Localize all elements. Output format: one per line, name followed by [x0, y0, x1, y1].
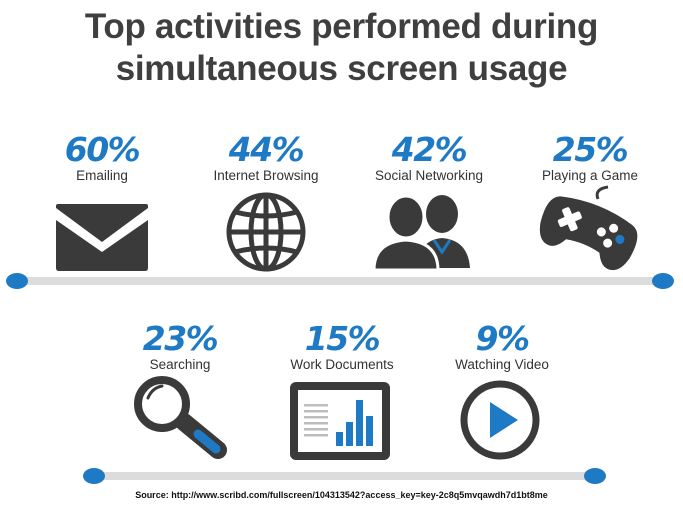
stat-playing-a-game: 25% Playing a Game	[505, 132, 675, 184]
timeline-cap-top-left	[6, 273, 28, 289]
source-citation: Source: http://www.scribd.com/fullscreen…	[135, 490, 548, 500]
stat-internet-browsing: 44% Internet Browsing	[181, 132, 351, 184]
stat-label: Work Documents	[290, 357, 394, 372]
magnifier-icon	[134, 376, 227, 459]
people-icon	[372, 194, 470, 270]
stat-percent: 42%	[391, 130, 468, 169]
timeline-track-bottom	[92, 472, 596, 480]
stat-label: Social Networking	[374, 168, 484, 183]
stat-emailing: 60% Emailing	[17, 132, 187, 184]
stat-percent: 60%	[64, 130, 141, 169]
stat-label: Searching	[149, 357, 211, 372]
play-icon	[460, 380, 540, 460]
stat-watching-video: 9% Watching Video	[417, 321, 587, 373]
stat-social-networking: 42% Social Networking	[344, 132, 514, 184]
gamepad-icon	[539, 185, 638, 271]
stat-percent: 44%	[228, 130, 305, 169]
stat-label: Emailing	[76, 168, 128, 183]
title-line-2: simultaneous screen usage	[115, 49, 568, 88]
timeline-cap-bottom-right	[584, 468, 606, 484]
document-chart-icon	[290, 382, 390, 460]
title-line-1: Top activities performed during	[84, 7, 599, 46]
timeline-cap-bottom-left	[83, 468, 105, 484]
stat-label: Internet Browsing	[213, 168, 319, 183]
timeline-cap-top-right	[652, 273, 674, 289]
page-title: Top activities performed during simultan…	[0, 6, 683, 90]
stat-searching: 23% Searching	[95, 321, 265, 373]
stat-percent: 25%	[552, 130, 629, 169]
stat-label: Watching Video	[455, 357, 549, 372]
globe-icon	[226, 192, 306, 272]
stat-work-documents: 15% Work Documents	[257, 321, 427, 373]
timeline-track-top	[14, 277, 664, 285]
envelope-icon	[56, 204, 148, 271]
stat-label: Playing a Game	[541, 168, 639, 183]
stat-percent: 23%	[142, 319, 219, 358]
stat-percent: 15%	[304, 319, 381, 358]
stat-percent: 9%	[475, 319, 530, 358]
